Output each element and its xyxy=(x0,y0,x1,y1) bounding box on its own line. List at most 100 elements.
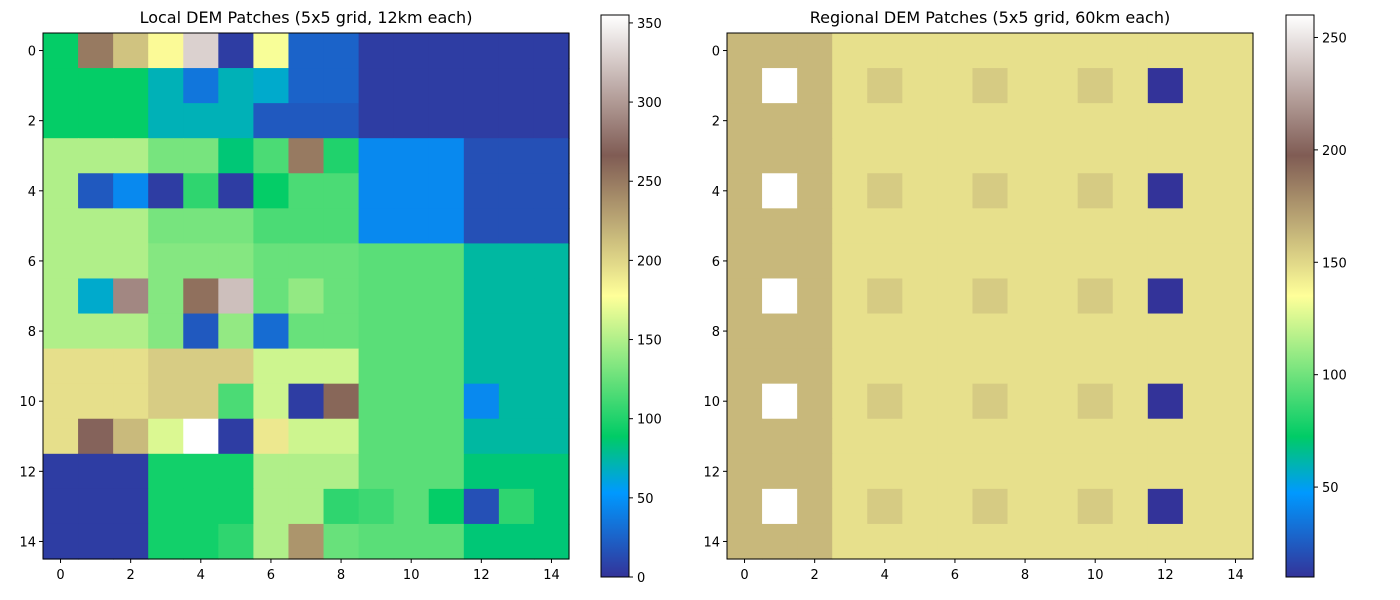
regional-heatmap-cell xyxy=(762,383,798,420)
regional-heatmap-cell xyxy=(1077,453,1114,490)
local-heatmap-cell xyxy=(323,208,360,244)
local-heatmap-cell xyxy=(428,68,465,104)
local-heatmap-cell xyxy=(78,103,114,139)
local-heatmap-cell xyxy=(358,243,395,280)
local-heatmap-cell xyxy=(113,453,149,490)
regional-heatmap-cell xyxy=(972,523,1009,560)
local-heatmap-cell xyxy=(253,348,290,385)
regional-heatmap-cell xyxy=(1182,313,1219,350)
local-heatmap-cell xyxy=(498,523,535,560)
regional-x-tick-label: 6 xyxy=(951,568,959,583)
local-y-tick-label: 6 xyxy=(28,255,36,270)
regional-heatmap-cell xyxy=(1007,138,1044,174)
regional-heatmap-cell xyxy=(1182,68,1219,104)
local-heatmap-cell xyxy=(393,138,430,174)
regional-heatmap-cell xyxy=(1112,138,1149,174)
local-colorbar-tick-label: 100 xyxy=(637,413,662,428)
regional-heatmap-cell xyxy=(797,173,833,209)
regional-heatmap-cell xyxy=(1042,243,1079,280)
regional-heatmap-cell xyxy=(762,278,798,315)
local-heatmap-cell xyxy=(463,488,500,525)
local-heatmap-cell xyxy=(358,453,395,490)
local-heatmap-cell xyxy=(323,68,360,104)
regional-heatmap-cell xyxy=(1112,523,1149,560)
regional-heatmap-cell xyxy=(1007,103,1044,139)
local-heatmap-cell xyxy=(498,138,535,174)
local-heatmap-cell xyxy=(218,523,254,560)
local-colorbar-tick-label: 200 xyxy=(637,254,662,269)
local-heatmap-cell xyxy=(393,243,430,280)
local-heatmap-cell xyxy=(428,278,465,315)
local-heatmap-cell xyxy=(183,68,219,104)
regional-heatmap-cell xyxy=(867,243,903,280)
local-heatmap-cell xyxy=(253,523,290,560)
local-heatmap-cell xyxy=(253,418,290,455)
regional-heatmap-cell xyxy=(902,208,938,244)
regional-colorbar-tick-label: 100 xyxy=(1322,369,1347,384)
regional-heatmap-cell xyxy=(867,68,903,104)
regional-heatmap-cell xyxy=(1112,33,1149,69)
regional-heatmap-cell xyxy=(867,208,903,244)
local-heatmap-cell xyxy=(393,348,430,385)
local-heatmap-cell xyxy=(288,243,325,280)
regional-heatmap-cell xyxy=(797,103,833,139)
local-heatmap-cell xyxy=(393,33,430,69)
regional-heatmap-cell xyxy=(972,383,1009,420)
local-heatmap-cells xyxy=(43,33,570,560)
regional-heatmap-cell xyxy=(1147,208,1184,244)
local-heatmap-cell xyxy=(43,348,79,385)
local-heatmap-cell xyxy=(533,523,570,560)
local-heatmap-cell xyxy=(253,68,290,104)
local-heatmap-cell xyxy=(253,208,290,244)
local-heatmap-cell xyxy=(183,33,219,69)
regional-heatmap-cell xyxy=(1182,488,1219,525)
local-heatmap-cell xyxy=(43,313,79,350)
regional-heatmap-cell xyxy=(902,348,938,385)
regional-heatmap-cell xyxy=(867,383,903,420)
regional-heatmap-cell xyxy=(1042,418,1079,455)
regional-heatmap-cell xyxy=(1077,348,1114,385)
regional-heatmap-cell xyxy=(972,173,1009,209)
local-heatmap-cell xyxy=(358,208,395,244)
regional-heatmap-cell xyxy=(1077,488,1114,525)
regional-heatmap-cell xyxy=(867,103,903,139)
local-heatmap-cell xyxy=(43,208,79,244)
regional-heatmap-cell xyxy=(937,243,974,280)
local-heatmap-cell xyxy=(428,208,465,244)
local-heatmap-cell xyxy=(323,523,360,560)
regional-heatmap-cell xyxy=(972,68,1009,104)
local-heatmap-cell xyxy=(288,383,325,420)
regional-heatmap-cell xyxy=(1147,523,1184,560)
regional-dem-title: Regional DEM Patches (5x5 grid, 60km eac… xyxy=(810,8,1170,27)
regional-heatmap-cell xyxy=(867,138,903,174)
local-heatmap-cell xyxy=(148,33,184,69)
regional-heatmap-cell xyxy=(902,418,938,455)
regional-heatmap-cell xyxy=(937,313,974,350)
local-heatmap-cell xyxy=(393,173,430,209)
local-y-tick-label: 12 xyxy=(19,465,36,480)
regional-heatmap-cell xyxy=(1182,453,1219,490)
local-heatmap-cell xyxy=(533,488,570,525)
local-heatmap-cell xyxy=(323,453,360,490)
regional-heatmap-cell xyxy=(727,278,763,315)
local-heatmap-cell xyxy=(43,33,79,69)
regional-heatmap-cell xyxy=(1217,523,1254,560)
regional-heatmap-cell xyxy=(832,348,868,385)
local-heatmap-cell xyxy=(253,383,290,420)
regional-heatmap-cell xyxy=(797,68,833,104)
local-heatmap-cell xyxy=(218,348,254,385)
regional-heatmap-cell xyxy=(1112,418,1149,455)
regional-heatmap-cell xyxy=(1112,348,1149,385)
regional-heatmap-cell xyxy=(727,33,763,69)
local-heatmap-cell xyxy=(498,348,535,385)
regional-y-tick-label: 8 xyxy=(712,325,720,340)
local-heatmap-cell xyxy=(428,138,465,174)
regional-colorbar xyxy=(1286,15,1314,577)
regional-heatmap-cell xyxy=(902,313,938,350)
local-heatmap-cell xyxy=(533,208,570,244)
regional-heatmap-cell xyxy=(1007,523,1044,560)
regional-heatmap-cell xyxy=(1182,523,1219,560)
regional-y-tick-label: 14 xyxy=(703,535,720,550)
local-heatmap-cell xyxy=(463,523,500,560)
regional-heatmap-cell xyxy=(832,278,868,315)
